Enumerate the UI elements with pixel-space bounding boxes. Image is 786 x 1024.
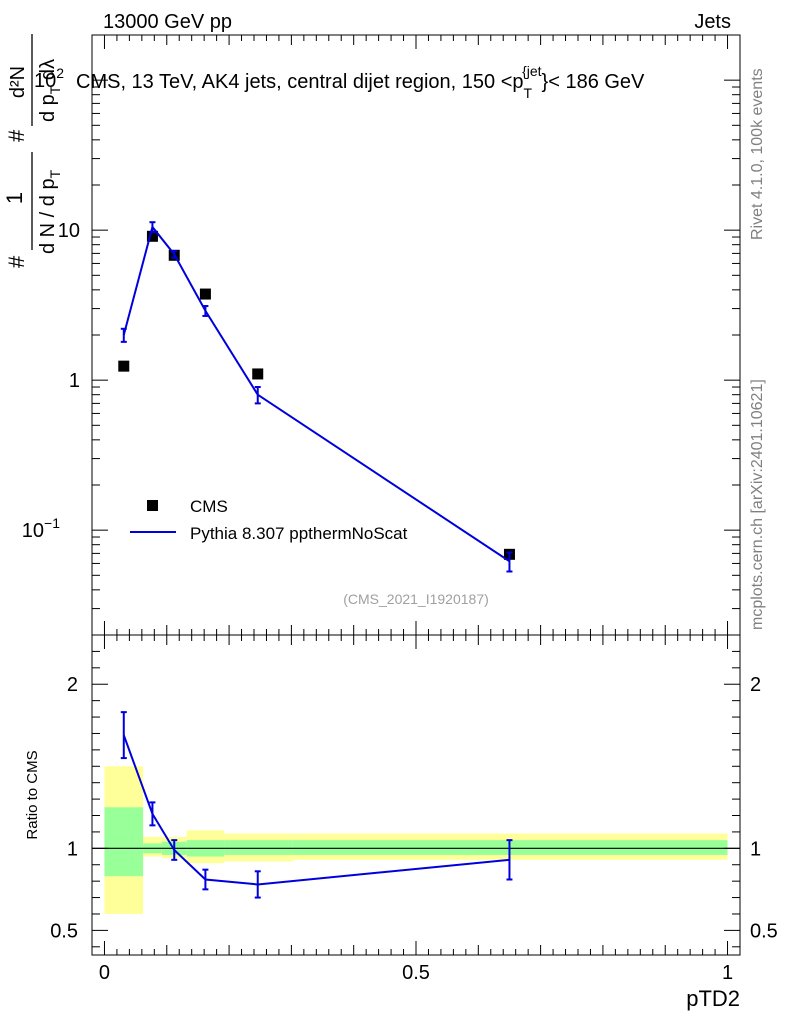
ylabel-hash-2: #: [4, 129, 29, 142]
cms-data-point: [199, 288, 211, 300]
main-y-label: # 1 d N / d pT # d²N d pT dλ: [2, 34, 63, 268]
ratio-y-tick-label: 2: [67, 674, 78, 696]
ratio-y-tick-label: 1: [67, 838, 78, 860]
main-y-tick-label: 10−1: [22, 515, 60, 542]
legend: CMS Pythia 8.307 ppthermNoScat: [130, 497, 408, 543]
ratio-pythia-line: [122, 734, 510, 886]
ratio-bands: [104, 766, 728, 914]
ylabel-frac1-den: d N / d pT: [37, 169, 63, 254]
main-marks: [118, 221, 515, 573]
ylabel-frac2-num: d²N: [7, 66, 29, 98]
ratio-y-ticks: 0.5 0.5 1 1 2 2: [50, 650, 778, 948]
ratio-y-tick-label: 0.5: [50, 920, 78, 942]
x-tick-label: 1: [722, 962, 733, 984]
ratio-y-tick-label-right: 2: [750, 674, 761, 696]
header-process: Jets: [694, 11, 731, 33]
header-energy: 13000 GeV pp: [103, 11, 232, 33]
cms-data-point: [252, 368, 264, 380]
chart-title-sub: T: [524, 85, 533, 101]
ratio-panel: 0.5 0.51 12 2 0 0.5 1 Ratio to CMS pTD2: [24, 634, 778, 1011]
legend-pythia-label: Pythia 8.307 ppthermNoScat: [190, 524, 408, 543]
x-tick-label: 0.5: [402, 962, 430, 984]
chart-title-suffix: }< 186 GeV: [542, 71, 646, 93]
main-minor-ticks: [92, 34, 740, 636]
main-y-tick-label: 10: [58, 220, 80, 242]
mcplots-label: mcplots.cern.ch [arXiv:2401.10621]: [749, 379, 766, 630]
chart-title-sup: {jet: [522, 63, 542, 79]
ylabel-frac1-num: 1: [2, 192, 27, 204]
main-x-ticks: [103, 35, 729, 635]
ratio-y-tick-label-right: 0.5: [750, 920, 778, 942]
ratio-band-68: [224, 840, 293, 855]
x-axis-label: pTD2: [686, 986, 740, 1011]
legend-cms-marker: [147, 500, 158, 511]
x-tick-label: 0: [99, 962, 110, 984]
ylabel-hash-1: #: [4, 255, 29, 268]
ratio-marks: [120, 711, 513, 899]
ratio-y-label: Ratio to CMS: [24, 750, 41, 839]
rivet-label: Rivet 4.1.0, 100k events: [749, 68, 766, 240]
ratio-band-68: [104, 807, 144, 877]
ratio-frame: [91, 634, 741, 956]
analysis-watermark: (CMS_2021_I1920187): [343, 591, 489, 607]
ylabel-frac2-den: d pT dλ: [37, 59, 63, 122]
chart-title: CMS, 13 TeV, AK4 jets, central dijet reg…: [76, 63, 645, 101]
ratio-x-ticks: 0 0.5 1: [99, 635, 733, 984]
main-frame: [91, 34, 741, 636]
ratio-y-tick-label-right: 1: [750, 838, 761, 860]
main-y-tick-label: 1: [69, 370, 80, 392]
chart-title-prefix: CMS, 13 TeV, AK4 jets, central dijet reg…: [76, 71, 524, 93]
cms-data-point: [118, 360, 130, 372]
cms-data-point: [146, 230, 158, 242]
legend-cms-label: CMS: [190, 497, 228, 516]
pythia-line: [122, 224, 511, 563]
